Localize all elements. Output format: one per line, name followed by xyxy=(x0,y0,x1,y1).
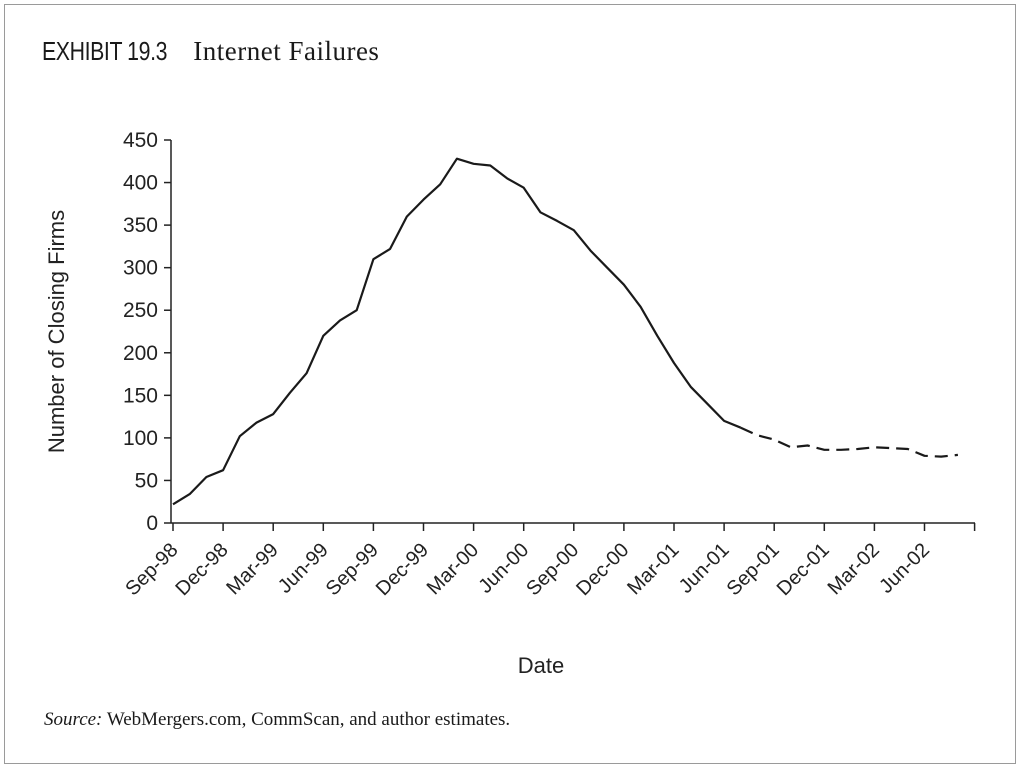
series-line-actual xyxy=(172,157,742,506)
x-tick-label: Dec-00 xyxy=(572,539,633,600)
source-label: Source: xyxy=(44,709,103,730)
x-tick-label: Sep-01 xyxy=(723,539,784,600)
x-tick-label: Jun-99 xyxy=(274,539,333,598)
y-tick-label: 0 xyxy=(146,512,158,535)
x-tick-label: Jun-01 xyxy=(675,539,734,598)
y-tick-label: 300 xyxy=(123,257,158,280)
y-axis-title: Number of Closing Firms xyxy=(44,210,69,453)
x-tick-label: Jun-02 xyxy=(875,539,934,598)
x-tick-label: Sep-00 xyxy=(522,539,583,600)
series-line-estimate xyxy=(740,426,959,458)
exhibit-title: EXHIBIT 19.3 Internet Failures xyxy=(42,36,379,67)
source-note: Source: WebMergers.com, CommScan, and au… xyxy=(44,709,510,731)
x-tick-label: Dec-01 xyxy=(773,539,834,600)
x-tick-label: Mar-01 xyxy=(623,539,683,599)
exhibit-label: EXHIBIT 19.3 xyxy=(42,36,168,66)
x-tick-label: Mar-00 xyxy=(423,539,483,599)
y-tick-label: 250 xyxy=(123,299,158,322)
y-tick-label: 350 xyxy=(123,214,158,237)
y-tick-label: 50 xyxy=(135,469,158,492)
y-tick-label: 150 xyxy=(123,384,158,407)
x-tick-label: Jun-00 xyxy=(474,539,533,598)
y-tick-label: 400 xyxy=(123,172,158,195)
x-axis-title: Date xyxy=(518,653,564,678)
y-tick-label: 200 xyxy=(123,342,158,365)
y-tick-label: 100 xyxy=(123,427,158,450)
x-tick-label: Dec-99 xyxy=(372,539,433,600)
exhibit-frame xyxy=(4,4,1016,764)
x-tick-label: Sep-99 xyxy=(322,539,383,600)
exhibit-name: Internet Failures xyxy=(193,36,380,66)
x-tick-label: Mar-99 xyxy=(222,539,282,599)
y-tick-label: 450 xyxy=(123,129,158,152)
x-tick-label: Sep-98 xyxy=(121,539,182,600)
x-tick-label: Mar-02 xyxy=(824,539,884,599)
x-tick-label: Dec-98 xyxy=(171,539,232,600)
source-text: WebMergers.com, CommScan, and author est… xyxy=(106,709,511,730)
